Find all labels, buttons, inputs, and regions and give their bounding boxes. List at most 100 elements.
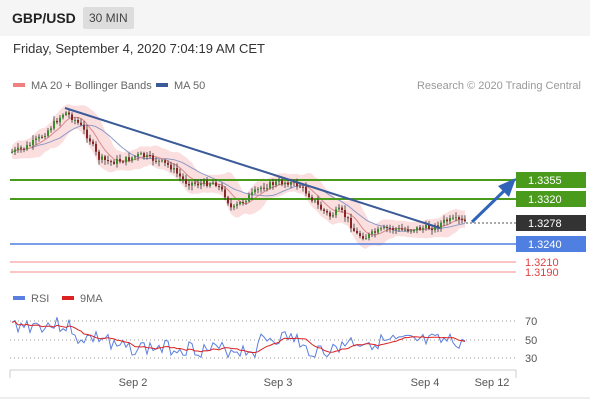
price-label-text: 1.3240 [528, 239, 562, 251]
candle-body [44, 135, 46, 137]
candle-body [158, 160, 160, 162]
candle-body [71, 114, 73, 120]
price-label-1210: 1.3210 [525, 257, 559, 269]
candle-body [263, 187, 265, 189]
candle-body [368, 234, 370, 239]
ma50-swatch-icon [156, 83, 168, 88]
candle-body [128, 157, 130, 161]
legend-rsi-label: RSI [31, 293, 50, 305]
candle-body [398, 228, 400, 230]
candle-body [152, 155, 154, 161]
candle-body [419, 227, 421, 230]
candle-body [407, 229, 409, 232]
candle-body [416, 227, 418, 231]
price-label-last: 1.3278 [516, 215, 586, 231]
candle-body [377, 228, 379, 233]
candle-body [245, 201, 247, 203]
candle-body [164, 160, 166, 163]
candle-body [251, 192, 253, 196]
candle-body [389, 227, 391, 229]
candle-body [254, 189, 256, 193]
candle-body [191, 182, 193, 186]
candle-body [140, 153, 142, 155]
candle-body [131, 157, 133, 161]
x-label-sep3: Sep 3 [264, 377, 293, 389]
candle-body [170, 164, 172, 170]
candle-body [329, 212, 331, 217]
candle-body [431, 228, 433, 231]
price-label-1240: 1.3240 [516, 236, 586, 252]
candle-body [374, 231, 376, 233]
candle-body [401, 228, 403, 230]
candle-body [11, 151, 13, 153]
candle-body [53, 120, 55, 129]
candle-body [35, 138, 37, 140]
candle-body [14, 149, 16, 152]
candle-body [287, 182, 289, 185]
x-label-sep12: Sep 12 [475, 377, 510, 389]
candle-body [320, 204, 322, 210]
candle-body [290, 182, 292, 185]
candle-body [137, 154, 139, 157]
candle-body [185, 179, 187, 184]
rsi-level-70: 70 [525, 316, 537, 328]
candle-body [20, 147, 22, 149]
price-label-1190: 1.3190 [525, 267, 559, 279]
candle-body [41, 136, 43, 138]
candle-body [365, 238, 367, 240]
x-label-sep4: Sep 4 [411, 377, 440, 389]
candle-body [428, 225, 430, 229]
candle-body [332, 215, 334, 217]
candle-body [305, 186, 307, 194]
bollinger-band [12, 104, 465, 249]
candle-body [113, 161, 115, 164]
rsi-level-50: 50 [525, 335, 537, 347]
legend-9ma-label: 9MA [80, 293, 103, 305]
candle-body [203, 180, 205, 184]
candle-body [239, 202, 241, 205]
rsi-9ma-line [11, 320, 466, 353]
candle-body [179, 173, 181, 177]
candle-body [89, 138, 91, 142]
rsi-line [11, 317, 466, 359]
candle-body [413, 230, 415, 232]
candle-body [395, 229, 397, 231]
candle-body [68, 112, 70, 115]
candle-body [257, 189, 259, 191]
candle-body [29, 145, 31, 146]
legend-ma50-label: MA 50 [174, 80, 206, 92]
legend-ma50: MA 50 [156, 80, 205, 92]
candle-body [104, 156, 106, 160]
legend-ma20: MA 20 + Bollinger Bands [13, 80, 152, 92]
candle-body [122, 161, 124, 163]
candlesticks [11, 108, 466, 241]
candle-body [107, 160, 109, 162]
candle-body [386, 227, 388, 228]
candle-body [302, 186, 304, 188]
candle-body [155, 160, 157, 162]
candle-body [272, 182, 274, 185]
candle-body [86, 129, 88, 139]
candle-body [359, 233, 361, 236]
candle-body [65, 112, 67, 115]
timeframe-badge[interactable]: 30 MIN [83, 7, 134, 29]
candle-body [410, 230, 412, 232]
forecast-arrow-head-icon [498, 178, 516, 197]
candle-body [221, 186, 223, 190]
candle-body [434, 225, 436, 231]
candle-body [77, 120, 79, 123]
candle-body [230, 203, 232, 208]
candle-body [116, 159, 118, 164]
candle-body [119, 159, 121, 162]
candle-body [59, 117, 61, 123]
candle-body [266, 188, 268, 190]
candle-body [446, 219, 448, 222]
candle-body [98, 151, 100, 160]
candle-body [425, 225, 427, 229]
credit-text: Research © 2020 Trading Central [416, 80, 581, 92]
candle-body [455, 217, 457, 219]
candle-body [233, 205, 235, 208]
chart-datetime: Friday, September 4, 2020 7:04:19 AM CET [13, 41, 265, 56]
rsi-level-30: 30 [525, 353, 537, 365]
